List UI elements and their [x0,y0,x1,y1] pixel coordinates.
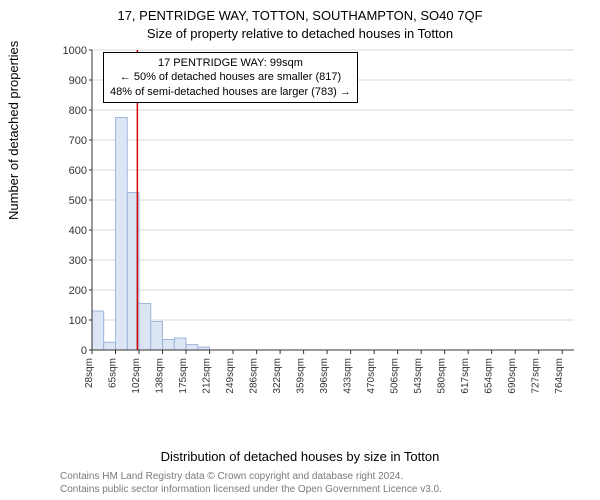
svg-text:300: 300 [69,255,87,267]
svg-text:65sqm: 65sqm [108,358,119,388]
svg-text:0: 0 [81,345,87,357]
svg-text:900: 900 [69,75,87,87]
svg-text:200: 200 [69,285,87,297]
svg-text:580sqm: 580sqm [437,358,448,394]
svg-text:28sqm: 28sqm [84,358,95,388]
svg-text:1000: 1000 [63,46,87,57]
svg-text:249sqm: 249sqm [225,358,236,394]
svg-text:617sqm: 617sqm [460,358,471,394]
info-line-2: ← 50% of detached houses are smaller (81… [110,70,351,84]
attribution: Contains HM Land Registry data © Crown c… [60,471,442,496]
svg-text:543sqm: 543sqm [413,358,424,394]
svg-text:654sqm: 654sqm [484,358,495,394]
svg-text:764sqm: 764sqm [554,358,565,394]
svg-text:700: 700 [69,135,87,147]
chart-title: 17, PENTRIDGE WAY, TOTTON, SOUTHAMPTON, … [0,8,600,23]
chart-area: 0 100 200 300 400 500 600 700 800 900 1000 28sqm 65s… [58,46,578,406]
svg-text:400: 400 [69,225,87,237]
svg-text:175sqm: 175sqm [178,358,189,394]
chart-subtitle: Size of property relative to detached ho… [0,26,600,41]
svg-text:506sqm: 506sqm [390,358,401,394]
y-axis-label: Number of detached properties [6,41,21,220]
svg-text:359sqm: 359sqm [296,358,307,394]
attribution-line-2: Contains public sector information licen… [60,484,442,497]
svg-text:470sqm: 470sqm [366,358,377,394]
x-axis-label: Distribution of detached houses by size … [0,449,600,464]
info-line-3: 48% of semi-detached houses are larger (… [110,85,351,99]
svg-text:500: 500 [69,195,87,207]
svg-text:433sqm: 433sqm [343,358,354,394]
svg-text:212sqm: 212sqm [202,358,213,394]
svg-text:690sqm: 690sqm [507,358,518,394]
svg-text:102sqm: 102sqm [131,358,142,394]
svg-text:138sqm: 138sqm [155,358,166,394]
svg-text:286sqm: 286sqm [249,358,260,394]
marker-info-box: 17 PENTRIDGE WAY: 99sqm ← 50% of detache… [103,52,358,103]
svg-text:600: 600 [69,165,87,177]
svg-text:396sqm: 396sqm [319,358,330,394]
svg-text:800: 800 [69,105,87,117]
svg-text:322sqm: 322sqm [272,358,283,394]
svg-text:727sqm: 727sqm [531,358,542,394]
attribution-line-1: Contains HM Land Registry data © Crown c… [60,471,442,484]
info-line-1: 17 PENTRIDGE WAY: 99sqm [110,56,351,70]
svg-text:100: 100 [69,315,87,327]
